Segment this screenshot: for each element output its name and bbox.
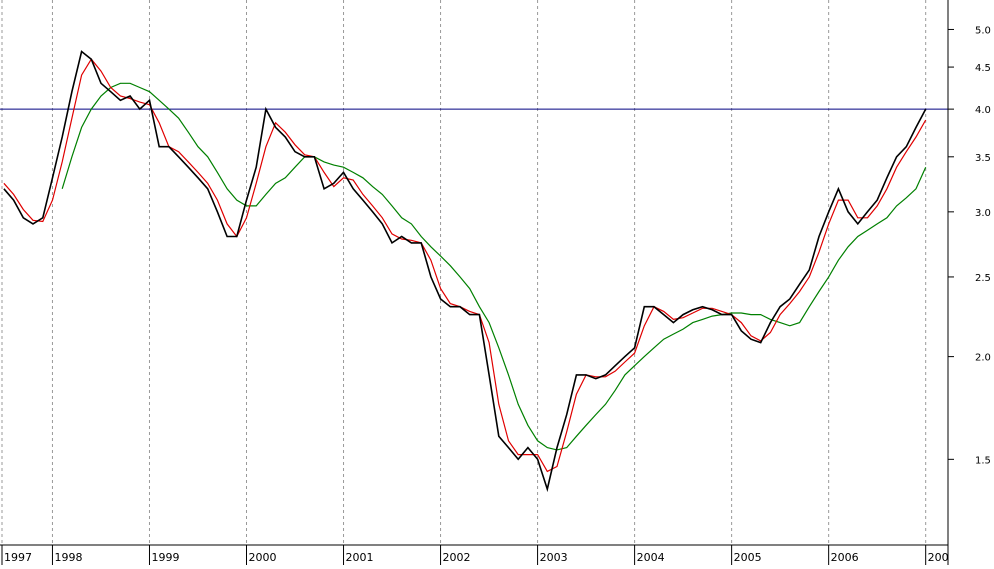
x-tick-label: 1998 xyxy=(54,551,82,564)
y-tick-label: 5.0 xyxy=(975,25,991,36)
x-tick-label: 2000 xyxy=(249,551,277,564)
x-tick-label: 2003 xyxy=(540,551,568,564)
y-tick-label: 3.0 xyxy=(975,208,991,219)
x-tick-label: 1999 xyxy=(151,551,179,564)
series-line xyxy=(61,82,927,451)
x-tick-label: 2002 xyxy=(443,551,471,564)
x-tick-label: 2004 xyxy=(637,551,665,564)
y-tick-label: 3.5 xyxy=(975,153,991,164)
plot-area: 1997 1998 1999 2000 2001 2002 2003 2004 2005 2006… xyxy=(0,0,956,565)
y-tick-label: 4.5 xyxy=(975,63,991,74)
y-tick-label: 1.5 xyxy=(975,455,991,466)
series-line xyxy=(3,58,927,473)
x-tick-label: 2001 xyxy=(346,551,374,564)
x-tick-label: 1997 xyxy=(4,551,32,564)
x-tick-label: 2005 xyxy=(734,551,762,564)
series-line xyxy=(3,50,927,493)
y-tick-label: 2.5 xyxy=(975,273,991,284)
y-tick-label: 2.0 xyxy=(975,353,991,364)
y-axis: 1.5 2.0 2.5 3.0 3.5 4.0 4.5 5.0 xyxy=(947,0,991,565)
x-tick-label: 2006 xyxy=(831,551,859,564)
x-tick-label: 2007 xyxy=(928,551,956,564)
y-tick-label: 4.0 xyxy=(975,105,991,116)
